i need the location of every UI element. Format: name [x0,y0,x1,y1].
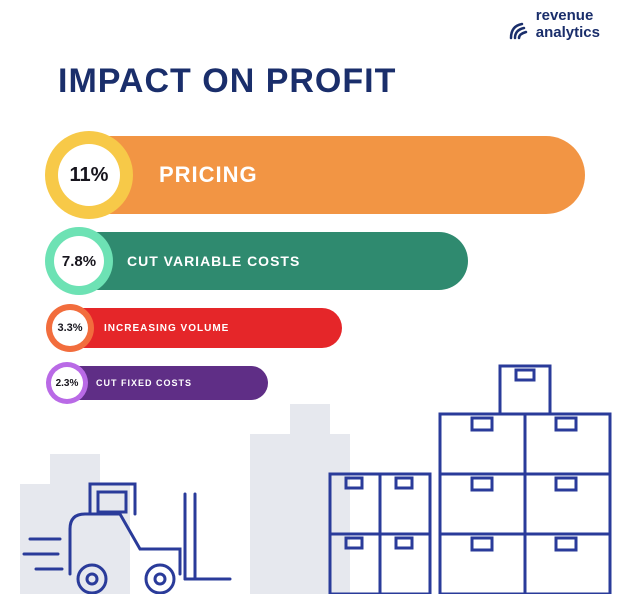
bar-value: 7.8% [62,253,96,270]
building-shape [50,454,100,484]
building-shape [250,434,350,594]
bar-cap: 7.8% [45,227,113,295]
brand-logo: revenue analytics [508,8,600,41]
bar-body: 2.3% CUT FIXED COSTS [48,366,268,400]
page-title: IMPACT ON PROFIT [58,62,396,101]
brand-line2: analytics [536,25,600,42]
bar-value: 2.3% [56,378,79,389]
bar-label: INCREASING VOLUME [104,323,229,334]
bar-variable-costs: 7.8% CUT VARIABLE COSTS [48,232,585,290]
bar-value-circle: 3.3% [52,310,88,346]
bar-cap: 3.3% [46,304,94,352]
forklift-icon [24,484,230,593]
brand-line1: revenue [536,8,600,25]
bar-body: 3.3% INCREASING VOLUME [48,308,342,348]
bar-cap: 2.3% [46,362,88,404]
bar-value: 3.3% [57,322,82,334]
bar-cap: 11% [45,131,133,219]
brand-text: revenue analytics [536,8,600,41]
box-stack-left [330,474,430,594]
bar-label: CUT VARIABLE COSTS [127,253,300,269]
bar-fixed-costs: 2.3% CUT FIXED COSTS [48,366,585,400]
brand-mark-icon [508,10,530,40]
bar-value-circle: 11% [58,144,120,206]
bar-body: 7.8% CUT VARIABLE COSTS [48,232,468,290]
building-shape [20,484,130,594]
bar-value: 11% [70,164,109,187]
bar-volume: 3.3% INCREASING VOLUME [48,308,585,348]
impact-bars: 11% PRICING 7.8% CUT VARIABLE COSTS 3.3%… [48,136,585,418]
bar-body: 11% PRICING [48,136,585,214]
bar-value-circle: 7.8% [54,236,104,286]
bar-pricing: 11% PRICING [48,136,585,214]
bar-value-circle: 2.3% [51,367,83,399]
bar-label: CUT FIXED COSTS [96,378,192,388]
bar-label: PRICING [159,162,258,188]
